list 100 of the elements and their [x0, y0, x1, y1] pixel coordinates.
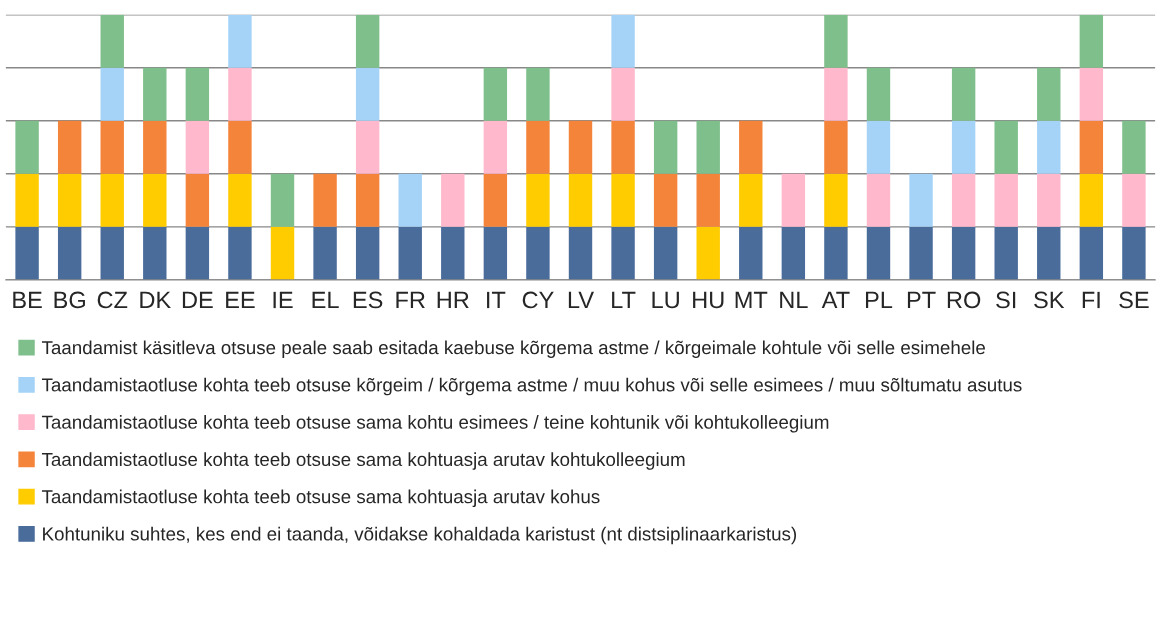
bar	[228, 14, 252, 68]
bar	[611, 67, 635, 121]
bar	[824, 226, 848, 280]
x-tick-label: CY	[522, 291, 554, 309]
legend-label: Taandamist käsitleva otsuse peale saab esitada kaebuse kõrgema astme / kõrgeimale kohtule või selle esimehele	[41, 340, 985, 358]
bar	[1122, 120, 1146, 174]
bar	[483, 67, 508, 121]
bar	[994, 173, 1018, 227]
bar	[100, 226, 124, 280]
bar	[355, 120, 380, 174]
bar	[1079, 226, 1104, 280]
bar	[909, 226, 933, 280]
bar	[866, 67, 891, 121]
bar	[228, 67, 252, 121]
x-tick-label: PT	[907, 291, 936, 309]
bar	[611, 226, 635, 280]
bar	[185, 120, 210, 174]
x-tick-label: DK	[140, 291, 171, 309]
x-tick-label: LU	[652, 291, 679, 309]
bar	[398, 173, 422, 227]
bar	[824, 14, 848, 68]
bar	[355, 226, 380, 280]
bar	[611, 120, 635, 174]
bar	[994, 226, 1018, 280]
bar	[739, 120, 763, 174]
x-tick-label: IT	[487, 291, 506, 309]
bar	[866, 173, 891, 227]
bar	[781, 173, 806, 227]
bar	[15, 173, 39, 227]
bar	[1037, 120, 1061, 174]
bar	[483, 226, 508, 280]
x-tick-label: EE	[226, 291, 255, 309]
bar	[1122, 226, 1146, 280]
bar	[696, 120, 720, 174]
x-tick-label: BE	[13, 291, 42, 309]
legend-label: Taandamistaotluse kohta teeb otsuse sama kohtuasja arutav kohtukolleegium	[41, 452, 685, 470]
x-tick-label: MT	[735, 291, 768, 309]
bar	[143, 173, 167, 227]
x-tick-label: AT	[821, 291, 850, 309]
bar	[951, 226, 976, 280]
x-tick-label: LT	[612, 291, 636, 309]
x-tick-label: HU	[693, 291, 724, 309]
bar	[1122, 173, 1146, 227]
bar	[824, 120, 848, 174]
x-tick-label: ES	[353, 291, 383, 309]
bar	[355, 14, 380, 68]
bar	[100, 67, 124, 121]
bar	[951, 173, 976, 227]
x-tick-label: FR	[396, 291, 425, 309]
x-tick-label: CZ	[97, 291, 128, 309]
bar	[355, 173, 380, 227]
bar	[526, 67, 550, 121]
bar	[1037, 226, 1061, 280]
bar	[611, 173, 635, 227]
bar	[398, 226, 422, 280]
bar	[781, 226, 806, 280]
bar	[653, 173, 678, 227]
bar	[143, 120, 167, 174]
bar	[1079, 67, 1104, 121]
legend-label: Taandamistaotluse kohta teeb otsuse sama kohtu esimees / teine kohtunik või kohtukolleegium	[41, 415, 829, 433]
bar	[441, 226, 465, 280]
bar	[611, 14, 635, 68]
bar	[1079, 120, 1104, 174]
bar	[951, 67, 976, 121]
bar	[100, 14, 124, 68]
bar	[15, 226, 39, 280]
bar	[15, 120, 39, 174]
bar	[57, 173, 82, 227]
bar	[739, 226, 763, 280]
bar	[696, 226, 720, 280]
bar	[568, 120, 593, 174]
bar	[568, 173, 593, 227]
bar	[526, 173, 550, 227]
bar	[951, 120, 976, 174]
x-tick-label: SI	[996, 291, 1016, 309]
legend-label: Kohtuniku suhtes, kes end ei taanda, võidakse kohaldada karistust (nt distsiplinaarkaristus)	[43, 526, 797, 545]
bar	[270, 173, 295, 227]
bar	[185, 67, 210, 121]
x-tick-label: RO	[947, 291, 981, 309]
bar	[866, 120, 891, 174]
bar	[57, 226, 82, 280]
x-tick-label: BG	[54, 291, 85, 309]
x-tick-label: DE	[182, 291, 213, 309]
bar	[1079, 173, 1104, 227]
bar	[824, 67, 848, 121]
bar	[228, 173, 252, 227]
x-tick-label: IE	[273, 291, 293, 309]
bar	[57, 120, 82, 174]
bar	[270, 226, 295, 280]
bar	[568, 226, 593, 280]
bar	[483, 173, 508, 227]
bar	[185, 173, 210, 227]
x-tick-label: EL	[312, 291, 339, 309]
bar	[441, 173, 465, 227]
x-tick-label: SK	[1034, 291, 1065, 309]
bar	[313, 173, 337, 227]
bar	[866, 226, 891, 280]
bar	[185, 226, 210, 280]
bar	[1037, 173, 1061, 227]
bar	[100, 173, 124, 227]
